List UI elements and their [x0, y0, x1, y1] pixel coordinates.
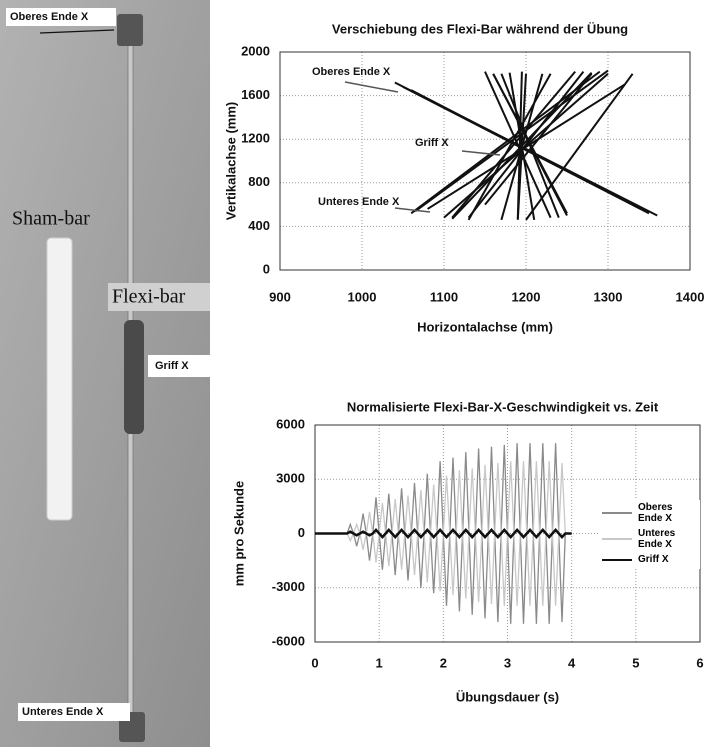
x-axis-label: Horizontalachse (mm) [417, 319, 553, 334]
x-tick-label: 6 [696, 655, 703, 670]
top-end-label: Oberes Ende X [10, 11, 89, 23]
x-axis-label: Übungsdauer (s) [456, 689, 559, 704]
top-weight [117, 14, 143, 46]
bar-position [410, 70, 601, 215]
x-tick-label: 4 [568, 655, 576, 670]
x-tick-label: 900 [269, 289, 291, 304]
legend-swatch [602, 558, 632, 561]
x-tick-label: 1000 [348, 289, 377, 304]
x-tick-label: 5 [632, 655, 639, 670]
grip [124, 320, 144, 434]
legend-swatch [602, 512, 632, 514]
label-box [148, 355, 210, 377]
legend: Oberes Ende X Unteres Ende X Griff X [600, 500, 700, 569]
bar-position [410, 89, 642, 210]
legend-entry: Unteres Ende X [602, 528, 698, 550]
bottom-end-label: Unteres Ende X [22, 706, 104, 718]
y-tick-label: -3000 [272, 579, 305, 594]
annotation-arrow [394, 207, 431, 213]
y-tick-label: 800 [248, 174, 270, 189]
annotation-arrow [461, 150, 501, 156]
x-tick-label: 1 [376, 655, 383, 670]
x-tick-label: 1200 [512, 289, 541, 304]
y-axis-label: mm pro Sekunde [231, 481, 246, 586]
label-box [18, 703, 130, 721]
legend-label: Oberes Ende X [638, 502, 673, 524]
legend-label: Unteres Ende X [638, 528, 676, 550]
bar-position [427, 83, 625, 210]
grip-label: Griff X [155, 360, 189, 372]
bar-position [500, 73, 560, 219]
series-line [315, 528, 572, 539]
x-tick-label: 3 [504, 655, 511, 670]
bar-position [525, 73, 634, 221]
x-tick-label: 1100 [430, 289, 458, 304]
x-tick-label: 0 [311, 655, 318, 670]
annotation-arrow [344, 81, 399, 93]
y-tick-label: 3000 [276, 471, 305, 486]
x-tick-label: 2 [440, 655, 447, 670]
label-box [6, 8, 116, 26]
y-tick-label: 0 [263, 261, 270, 276]
chart-title: Normalisierte Flexi-Bar-X-Geschwindigkei… [347, 399, 659, 414]
y-tick-label: 400 [248, 218, 270, 233]
arrow [39, 29, 115, 34]
bar-position [516, 71, 523, 219]
y-tick-label: 6000 [276, 416, 305, 431]
y-tick-label: -6000 [272, 633, 305, 648]
y-axis-label: Vertikalachse (mm) [223, 102, 238, 221]
legend-swatch [602, 538, 632, 540]
bar-position [492, 73, 568, 214]
sham-bar-label: Sham-bar [12, 208, 90, 230]
x-tick-label: 1400 [676, 289, 705, 304]
legend-label: Griff X [638, 554, 669, 565]
y-tick-label: 0 [298, 525, 305, 540]
label-box [108, 283, 210, 311]
y-tick-label: 2000 [241, 43, 270, 58]
y-tick-label: 1600 [241, 87, 270, 102]
plot-frame [279, 51, 691, 271]
legend-entry: Oberes Ende X [602, 502, 698, 524]
x-tick-label: 1300 [594, 289, 623, 304]
annotation: Unteres Ende X [318, 196, 400, 208]
y-tick-label: 1200 [241, 131, 270, 146]
flexi-bar-label: Flexi-bar [112, 286, 186, 308]
bar-position [467, 73, 552, 221]
chart-title: Verschiebung des Flexi-Bar während der Ü… [332, 21, 628, 36]
bar-position [451, 72, 593, 220]
sham-bar-rod [46, 237, 73, 521]
annotation: Oberes Ende X [312, 66, 391, 78]
legend-entry: Griff X [602, 554, 698, 565]
annotation: Griff X [415, 137, 449, 149]
